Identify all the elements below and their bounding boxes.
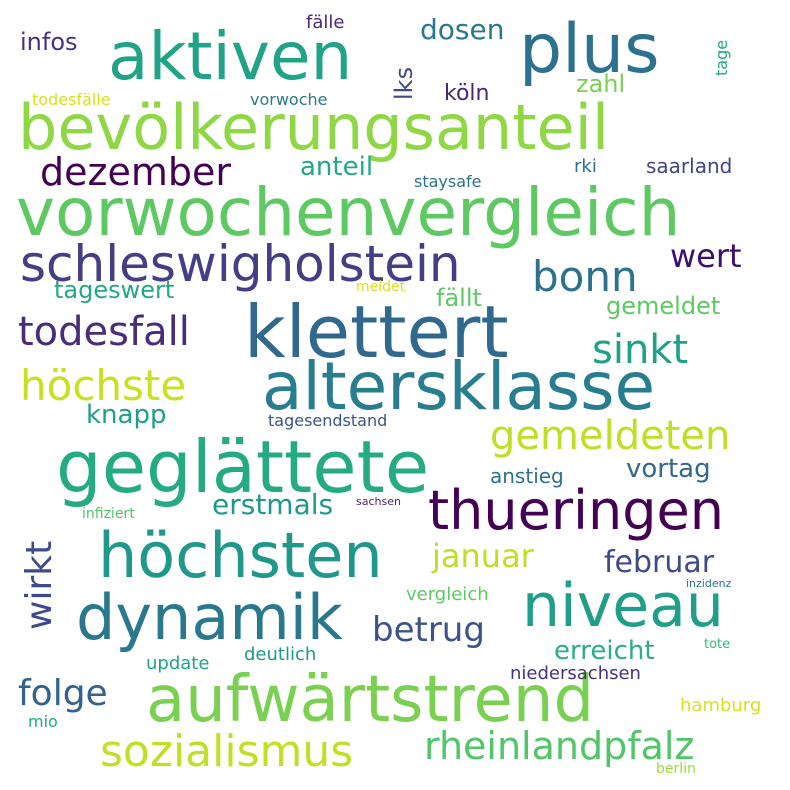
word-koeln: köln	[444, 81, 490, 106]
word-plus: plus	[519, 10, 660, 89]
word-infiziert: infiziert	[82, 506, 135, 522]
word-vorwochenvergleich: vorwochenvergleich	[16, 174, 681, 251]
word-faelle: fälle	[306, 12, 345, 33]
word-bevoelkerungsanteil: bevölkerungsanteil	[18, 91, 610, 164]
word-todesfaelle: todesfälle	[32, 90, 111, 109]
word-dynamik: dynamik	[76, 581, 343, 654]
word-vortag: vortag	[626, 454, 711, 484]
word-anstieg: anstieg	[490, 464, 564, 488]
word-meldet: meldet	[356, 279, 406, 295]
word-vorwoche: vorwoche	[250, 90, 328, 109]
word-sachsen: sachsen	[356, 495, 401, 508]
word-niveau: niveau	[522, 571, 724, 641]
word-dosen: dosen	[420, 13, 505, 46]
word-dezember: dezember	[40, 150, 231, 194]
word-betrug: betrug	[372, 610, 485, 650]
word-bonn: bonn	[532, 252, 638, 301]
word-saarland: saarland	[646, 154, 733, 178]
word-berlin: berlin	[656, 761, 696, 777]
word-staysafe: staysafe	[414, 172, 482, 191]
word-tagesendstand: tagesendstand	[268, 411, 388, 430]
word-gemeldet: gemeldet	[606, 292, 721, 320]
word-thueringen: thueringen	[428, 479, 724, 542]
word-zahl: zahl	[576, 70, 626, 98]
word-tote: tote	[704, 637, 731, 652]
word-januar: januar	[432, 537, 534, 575]
word-hamburg: hamburg	[680, 695, 762, 716]
word-sinkt: sinkt	[592, 327, 689, 373]
word-update: update	[146, 653, 210, 674]
word-klettert: klettert	[244, 290, 509, 374]
word-niedersachsen: niedersachsen	[510, 663, 641, 684]
word-hoechste: höchste	[20, 361, 187, 410]
word-infos: infos	[20, 28, 78, 56]
word-aufwaertstrend: aufwärtstrend	[146, 663, 595, 737]
word-altersklasse: altersklasse	[262, 348, 656, 425]
word-erstmals: erstmals	[212, 488, 334, 521]
word-anteil: anteil	[300, 152, 374, 182]
word-aktiven: aktiven	[108, 18, 353, 95]
word-rheinlandpfalz: rheinlandpfalz	[424, 724, 695, 768]
word-rki: rki	[574, 156, 597, 177]
word-folge: folge	[18, 673, 108, 714]
word-lks: lks	[390, 66, 418, 100]
word-erreicht: erreicht	[554, 636, 655, 666]
word-mio: mio	[28, 712, 58, 731]
word-faellt: fällt	[436, 284, 482, 312]
word-tageswert: tageswert	[54, 276, 175, 304]
word-wert: wert	[670, 237, 742, 275]
word-geglaettete: geglättete	[56, 425, 430, 509]
word-wirkt: wirkt	[19, 540, 60, 630]
word-deutlich: deutlich	[244, 644, 317, 665]
word-gemeldeten: gemeldeten	[490, 413, 731, 459]
word-todesfall: todesfall	[18, 309, 190, 355]
word-tage: tage	[712, 39, 731, 76]
word-hoechsten: höchsten	[98, 519, 383, 592]
word-februar: februar	[604, 545, 715, 580]
word-inzidenz: inzidenz	[686, 577, 732, 590]
word-schleswigholstein: schleswigholstein	[20, 235, 461, 293]
word-knapp: knapp	[86, 400, 167, 430]
word-sozialismus: sozialismus	[100, 726, 354, 777]
word-vergleich: vergleich	[406, 584, 489, 605]
